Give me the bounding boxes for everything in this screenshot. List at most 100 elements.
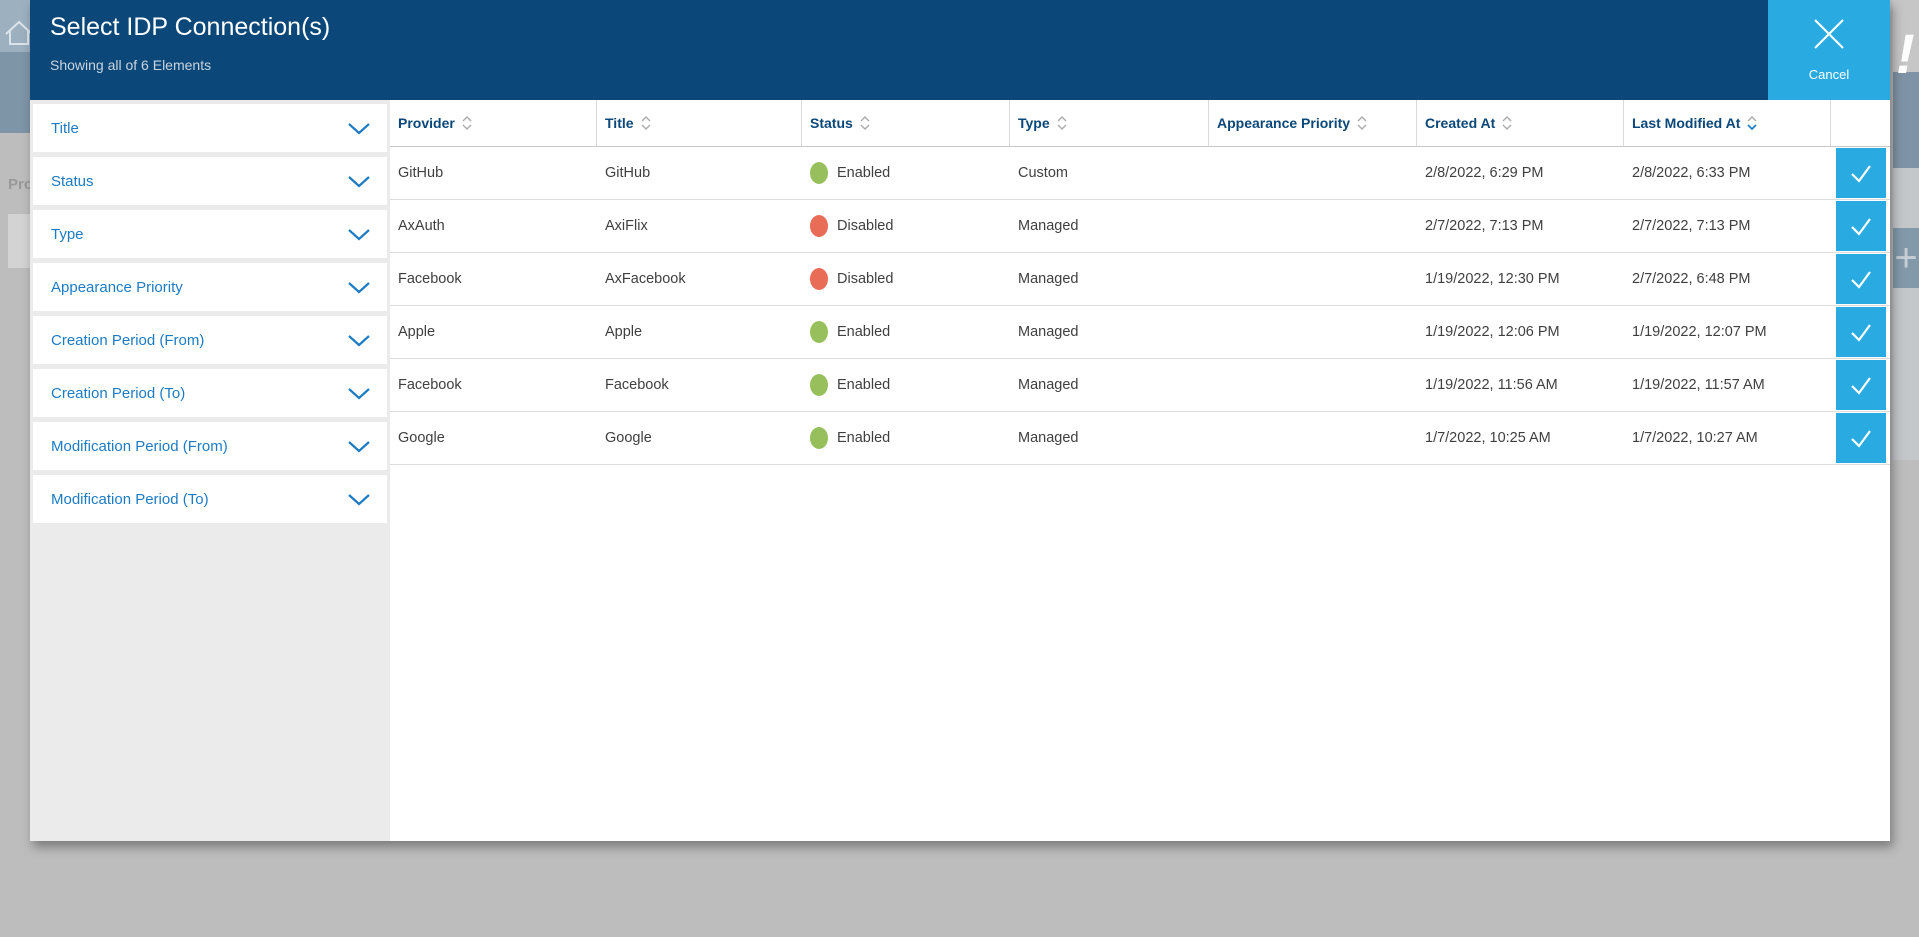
filter-label: Modification Period (To) (51, 490, 209, 508)
chevron-down-icon (348, 334, 370, 346)
filter-panel: Title Status Type Appearance Priority Cr… (30, 100, 390, 841)
filter-modification-period-to[interactable]: Modification Period (To) (33, 475, 387, 523)
column-label: Status (810, 115, 853, 131)
title-cell: Facebook (605, 377, 669, 393)
status-dot (810, 427, 828, 449)
checkmark-icon (1851, 324, 1871, 342)
background-add-button-fragment: + (1893, 228, 1919, 288)
status-label: Enabled (837, 430, 891, 446)
status-cell: Enabled (802, 374, 1010, 396)
sort-desc-active-icon (1747, 116, 1757, 130)
column-header-last-modified-at[interactable]: Last Modified At (1624, 100, 1831, 146)
sort-icon (1057, 116, 1067, 130)
status-cell: Enabled (802, 162, 1010, 184)
home-icon (2, 16, 30, 52)
table-row[interactable]: GitHub GitHub Enabled Custom 2/8/2022, 6… (390, 147, 1890, 200)
column-header-title[interactable]: Title (597, 100, 802, 146)
column-label: Created At (1425, 115, 1496, 131)
row-selected-checkbox[interactable] (1836, 307, 1886, 357)
column-header-status[interactable]: Status (802, 100, 1010, 146)
column-label: Last Modified At (1632, 115, 1741, 131)
dialog-title: Select IDP Connection(s) (50, 13, 331, 41)
filter-title[interactable]: Title (33, 104, 387, 152)
filter-status[interactable]: Status (33, 157, 387, 205)
filter-label: Title (51, 119, 79, 137)
column-header-select (1831, 100, 1890, 146)
table-row[interactable]: AxAuth AxiFlix Disabled Managed 2/7/2022… (390, 200, 1890, 253)
last-modified-at-cell: 2/8/2022, 6:33 PM (1632, 165, 1751, 181)
filter-label: Creation Period (To) (51, 384, 186, 402)
exclamation-icon: ! (1896, 22, 1915, 85)
background-right-strip-3 (1893, 288, 1919, 460)
created-at-cell: 1/19/2022, 11:56 AM (1425, 377, 1558, 393)
dialog-header: Select IDP Connection(s) Showing all of … (30, 0, 1890, 100)
background-nav-strip-top (0, 0, 30, 52)
provider-cell: AxAuth (398, 218, 445, 234)
row-selected-checkbox[interactable] (1836, 360, 1886, 410)
table-row[interactable]: Google Google Enabled Managed 1/7/2022, … (390, 412, 1890, 465)
filter-modification-period-from[interactable]: Modification Period (From) (33, 422, 387, 470)
chevron-down-icon (348, 228, 370, 240)
column-label: Appearance Priority (1217, 115, 1351, 131)
background-partial-heading: Pro (8, 176, 34, 193)
row-selected-checkbox[interactable] (1836, 148, 1886, 198)
table-row[interactable]: Apple Apple Enabled Managed 1/19/2022, 1… (390, 306, 1890, 359)
type-cell: Managed (1018, 430, 1079, 446)
table-row[interactable]: Facebook Facebook Enabled Managed 1/19/2… (390, 359, 1890, 412)
created-at-cell: 1/19/2022, 12:30 PM (1425, 271, 1560, 287)
dialog-body: Title Status Type Appearance Priority Cr… (30, 100, 1890, 841)
title-cell: Apple (605, 324, 643, 340)
filter-label: Appearance Priority (51, 278, 183, 296)
close-icon (1814, 19, 1844, 49)
background-right-strip-2 (1893, 168, 1919, 228)
table-header-row: Provider Title Status (390, 100, 1890, 147)
connections-table: Provider Title Status (390, 100, 1890, 841)
provider-cell: Google (398, 430, 445, 446)
status-dot (810, 321, 828, 343)
row-selected-checkbox[interactable] (1836, 413, 1886, 463)
checkmark-icon (1851, 377, 1871, 395)
filter-creation-period-to[interactable]: Creation Period (To) (33, 369, 387, 417)
select-cell (1831, 307, 1890, 357)
created-at-cell: 1/19/2022, 12:06 PM (1425, 324, 1560, 340)
background-right-panel (1893, 72, 1919, 168)
row-selected-checkbox[interactable] (1836, 201, 1886, 251)
cancel-button-label: Cancel (1808, 67, 1850, 82)
filter-type[interactable]: Type (33, 210, 387, 258)
table-row[interactable]: Facebook AxFacebook Disabled Managed 1/1… (390, 253, 1890, 306)
background-card-fragment (8, 214, 30, 268)
cancel-button[interactable]: Cancel (1768, 0, 1890, 100)
filter-appearance-priority[interactable]: Appearance Priority (33, 263, 387, 311)
type-cell: Managed (1018, 271, 1079, 287)
dialog-result-count: Showing all of 6 Elements (50, 57, 212, 73)
column-header-created-at[interactable]: Created At (1417, 100, 1624, 146)
row-selected-checkbox[interactable] (1836, 254, 1886, 304)
column-header-appearance-priority[interactable]: Appearance Priority (1209, 100, 1417, 146)
provider-cell: Facebook (398, 377, 462, 393)
status-label: Enabled (837, 165, 891, 181)
status-cell: Disabled (802, 215, 1010, 237)
status-cell: Disabled (802, 268, 1010, 290)
filter-label: Creation Period (From) (51, 331, 205, 349)
last-modified-at-cell: 2/7/2022, 6:48 PM (1632, 271, 1751, 287)
status-label: Disabled (837, 218, 894, 234)
chevron-down-icon (348, 175, 370, 187)
sort-icon (641, 116, 651, 130)
select-cell (1831, 148, 1890, 198)
provider-cell: Apple (398, 324, 436, 340)
column-label: Type (1018, 115, 1050, 131)
column-header-provider[interactable]: Provider (390, 100, 597, 146)
background-right-strip-1 (1893, 0, 1919, 72)
last-modified-at-cell: 2/7/2022, 7:13 PM (1632, 218, 1751, 234)
checkmark-icon (1851, 218, 1871, 236)
select-cell (1831, 360, 1890, 410)
status-label: Enabled (837, 377, 891, 393)
checkmark-icon (1851, 430, 1871, 448)
type-cell: Managed (1018, 324, 1079, 340)
title-cell: AxiFlix (605, 218, 648, 234)
filter-creation-period-from[interactable]: Creation Period (From) (33, 316, 387, 364)
column-header-type[interactable]: Type (1010, 100, 1209, 146)
created-at-cell: 2/7/2022, 7:13 PM (1425, 218, 1544, 234)
status-label: Disabled (837, 271, 894, 287)
title-cell: Google (605, 430, 652, 446)
